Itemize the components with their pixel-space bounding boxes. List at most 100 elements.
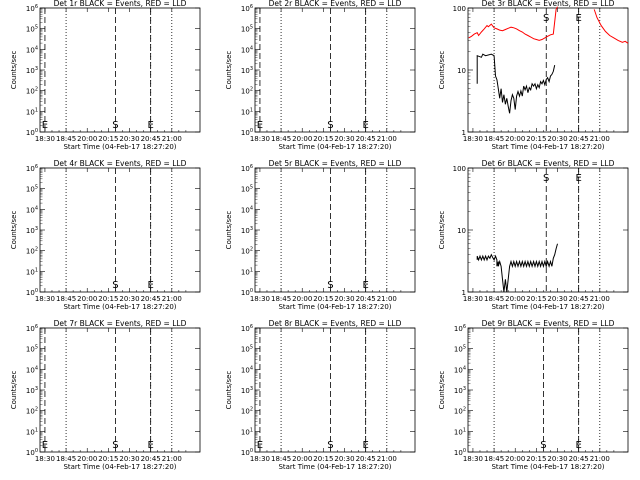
y-tick-label: 102 [241,407,253,416]
marker-label: S [112,440,118,451]
y-tick-label: 105 [241,185,253,194]
x-tick-label: 20:00 [505,295,525,303]
y-tick-label: 101 [241,267,253,276]
x-tick-label: 21:00 [590,455,610,463]
x-tick-label: 20:30 [334,455,354,463]
events-series-line [476,243,558,293]
y-tick-label: 10 [457,227,466,235]
y-tick-label: 101 [26,267,38,276]
y-tick-label: 103 [241,66,253,75]
y-tick-label: 104 [241,45,253,54]
panel-title: Det 6r BLACK = Events, RED = LLD [482,159,615,168]
x-tick-label: 21:00 [377,295,397,303]
y-axis-label: Counts/sec [10,211,18,250]
y-tick-label: 1 [462,289,466,297]
marker-label: E [575,440,581,451]
x-axis-label: Start Time (04-Feb-17 18:27:20) [278,143,391,151]
y-axis-label: Counts/sec [438,371,446,410]
x-tick-label: 20:00 [77,135,97,143]
marker-label: S [112,280,118,291]
y-tick-label: 104 [26,45,38,54]
marker-label: S [540,440,546,451]
x-tick-label: 18:30 [250,135,270,143]
x-tick-label: 21:00 [162,135,182,143]
x-axis-label: Start Time (04-Feb-17 18:27:20) [278,303,391,311]
y-tick-label: 103 [26,226,38,235]
marker-label: E [42,120,48,131]
x-tick-label: 20:15 [526,135,546,143]
x-tick-label: 20:45 [141,135,161,143]
x-tick-label: 20:45 [141,455,161,463]
detector-panel: Det 6r BLACK = Events, RED = LLD 18:30 18:… [438,159,629,311]
y-tick-label: 101 [26,107,38,116]
y-tick-label: 100 [26,128,38,137]
x-tick-label: 18:45 [484,295,504,303]
panel-title: Det 3r BLACK = Events, RED = LLD [482,0,615,8]
y-tick-label: 100 [453,5,466,13]
y-tick-label: 100 [454,448,466,457]
plot-frame [467,327,629,453]
x-tick-label: 20:30 [547,295,567,303]
x-axis-label: Start Time (04-Feb-17 18:27:20) [63,463,176,471]
x-tick-label: 18:45 [271,135,291,143]
x-axis-label: Start Time (04-Feb-17 18:27:20) [491,303,604,311]
panel-title: Det 5r BLACK = Events, RED = LLD [269,159,402,168]
y-tick-label: 106 [26,4,38,13]
y-tick-label: 106 [26,164,38,173]
y-tick-label: 102 [26,407,38,416]
marker-label: S [327,440,333,451]
x-tick-label: 18:30 [463,135,483,143]
x-tick-label: 18:45 [484,135,504,143]
panel-title: Det 1r BLACK = Events, RED = LLD [54,0,187,8]
panel-title: Det 7r BLACK = Events, RED = LLD [54,319,187,328]
x-tick-label: 18:45 [56,455,76,463]
x-tick-label: 20:45 [569,455,589,463]
x-tick-label: 20:30 [119,295,139,303]
y-tick-label: 102 [26,247,38,256]
panel-title: Det 2r BLACK = Events, RED = LLD [269,0,402,8]
lld-series-line [593,9,629,44]
x-tick-label: 20:15 [98,455,118,463]
marker-label: E [147,120,153,131]
x-tick-label: 20:30 [334,135,354,143]
marker-label: E [257,440,263,451]
y-axis-label: Counts/sec [225,211,233,250]
y-tick-label: 105 [26,345,38,354]
x-tick-label: 20:15 [98,295,118,303]
x-tick-label: 18:45 [56,135,76,143]
y-tick-label: 106 [241,324,253,333]
y-tick-label: 101 [26,427,38,436]
y-axis-label: Counts/sec [225,371,233,410]
y-tick-label: 106 [241,164,253,173]
detector-panel: Det 1r BLACK = Events, RED = LLD 18:30 18:… [10,0,201,151]
y-tick-label: 104 [241,365,253,374]
y-tick-label: 105 [26,185,38,194]
x-tick-label: 20:45 [569,295,589,303]
y-tick-label: 100 [453,165,466,173]
marker-label: S [327,120,333,131]
x-tick-label: 20:15 [98,135,118,143]
x-tick-label: 20:15 [313,455,333,463]
x-tick-label: 21:00 [590,135,610,143]
y-axis-label: Counts/sec [10,371,18,410]
x-tick-label: 20:00 [77,455,97,463]
x-tick-label: 20:45 [356,135,376,143]
x-tick-label: 18:30 [463,295,483,303]
y-tick-label: 104 [241,205,253,214]
y-axis-label: Counts/sec [438,51,446,90]
y-tick-label: 106 [26,324,38,333]
x-tick-label: 20:30 [119,135,139,143]
x-axis-label: Start Time (04-Feb-17 18:27:20) [491,463,604,471]
y-tick-label: 103 [26,386,38,395]
x-tick-label: 20:15 [526,455,546,463]
x-tick-label: 20:45 [356,455,376,463]
y-tick-label: 103 [241,226,253,235]
x-tick-label: 20:30 [334,295,354,303]
x-tick-label: 21:00 [162,455,182,463]
marker-label: E [575,173,581,184]
plot-frame [254,7,416,133]
y-tick-label: 106 [454,324,466,333]
panel-title: Det 8r BLACK = Events, RED = LLD [269,319,402,328]
y-tick-label: 105 [241,25,253,34]
